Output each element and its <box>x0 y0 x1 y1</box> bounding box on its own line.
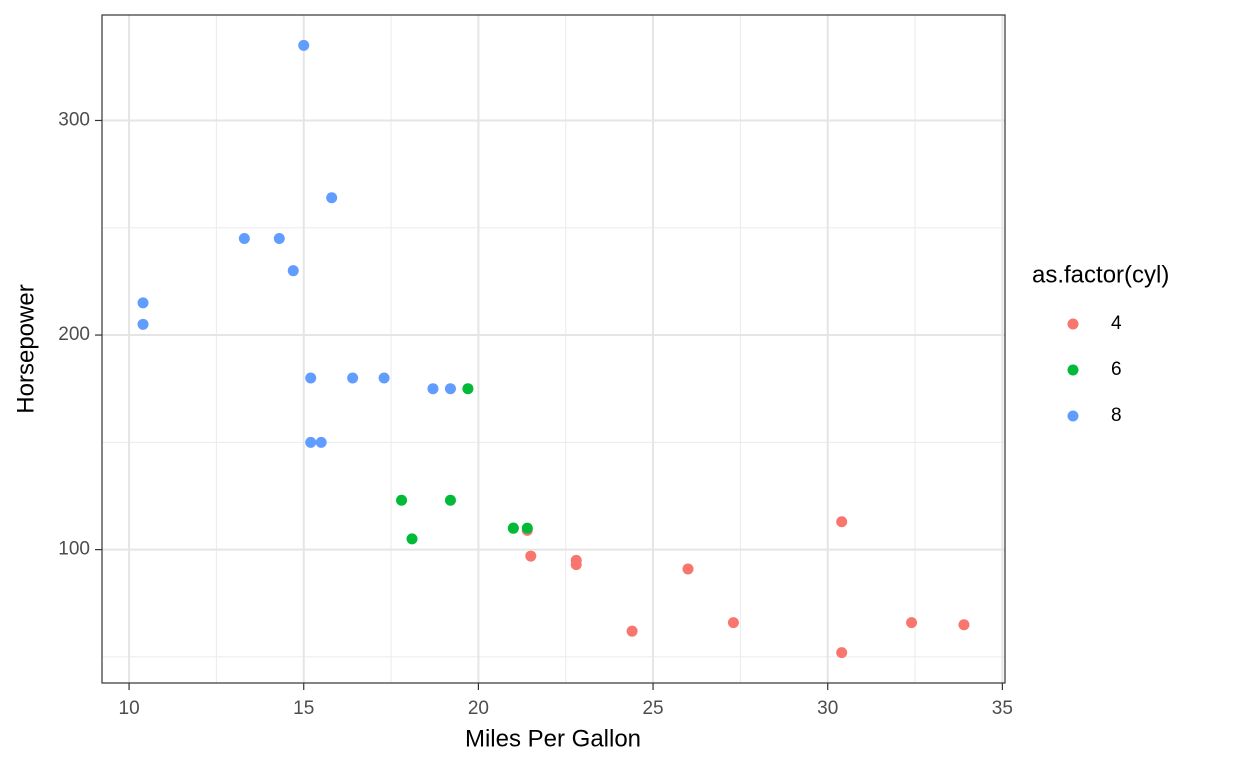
point <box>326 192 338 204</box>
point <box>427 383 439 395</box>
point <box>836 647 848 659</box>
point <box>378 372 390 384</box>
point <box>238 232 250 244</box>
x-axis-title: Miles Per Gallon <box>465 725 641 752</box>
point <box>444 383 456 395</box>
legend-marker <box>1067 318 1079 330</box>
point <box>406 533 418 545</box>
point <box>570 554 582 566</box>
x-tick-label: 30 <box>817 698 838 719</box>
legend-label: 8 <box>1111 405 1122 426</box>
y-tick-label: 300 <box>58 109 90 130</box>
point <box>836 516 848 528</box>
y-tick-label: 100 <box>58 539 90 560</box>
point <box>444 494 456 506</box>
legend-label: 6 <box>1111 359 1122 380</box>
legend-label: 4 <box>1111 313 1122 334</box>
point <box>298 39 310 51</box>
x-tick-label: 10 <box>119 698 140 719</box>
point <box>305 372 317 384</box>
y-axis-title: Horsepower <box>12 284 39 413</box>
point <box>315 436 327 448</box>
point <box>462 383 474 395</box>
legend-marker <box>1067 364 1079 376</box>
point <box>305 436 317 448</box>
point <box>287 265 299 277</box>
point <box>137 318 149 330</box>
y-tick-label: 200 <box>58 324 90 345</box>
point <box>626 625 638 637</box>
x-tick-label: 25 <box>642 698 663 719</box>
x-tick-label: 35 <box>992 698 1013 719</box>
x-tick-label: 15 <box>293 698 314 719</box>
legend-title: as.factor(cyl) <box>1032 261 1169 288</box>
point <box>137 297 149 309</box>
point <box>958 619 970 631</box>
point <box>727 617 739 629</box>
point <box>273 232 285 244</box>
point <box>507 522 519 534</box>
point <box>682 563 694 575</box>
panel-border <box>101 14 1006 684</box>
point <box>521 522 533 534</box>
x-tick-label: 20 <box>468 698 489 719</box>
point <box>906 617 918 629</box>
point <box>396 494 408 506</box>
point <box>525 550 537 562</box>
legend-marker <box>1067 410 1079 422</box>
point <box>347 372 359 384</box>
